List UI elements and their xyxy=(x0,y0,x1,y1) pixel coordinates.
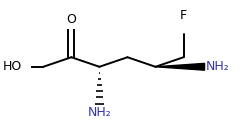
Text: NH₂: NH₂ xyxy=(206,60,229,73)
Text: HO: HO xyxy=(3,60,22,73)
Text: F: F xyxy=(180,9,187,22)
Polygon shape xyxy=(155,63,205,70)
Text: NH₂: NH₂ xyxy=(88,106,111,119)
Text: O: O xyxy=(66,13,76,26)
